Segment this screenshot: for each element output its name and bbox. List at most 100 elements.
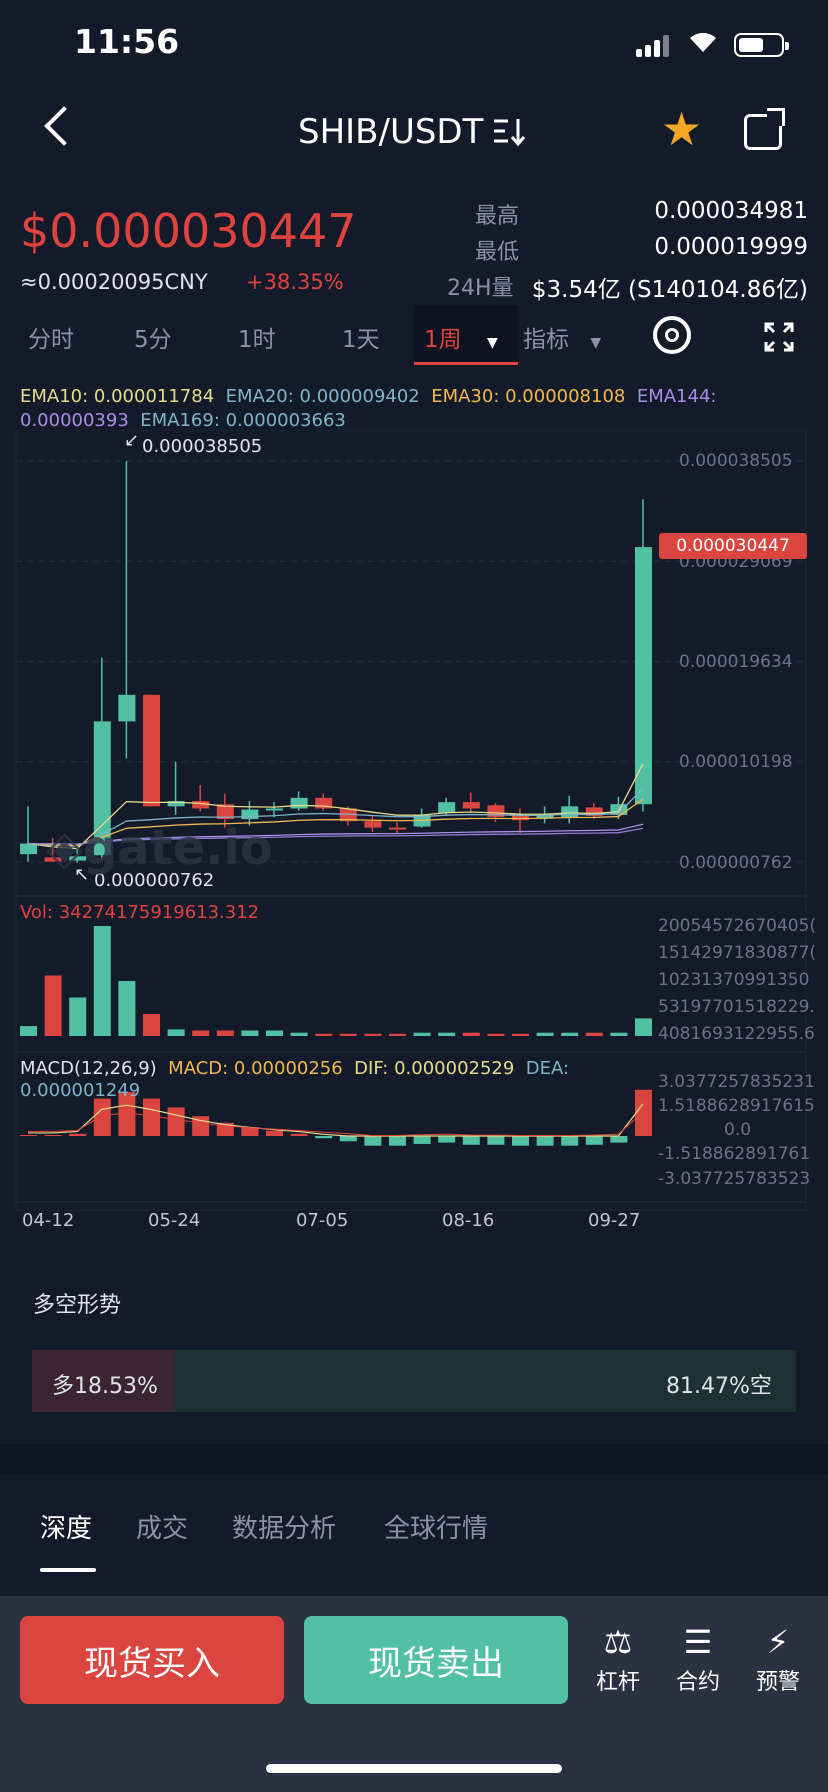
price-cny: ≈0.00020095CNY bbox=[20, 270, 208, 294]
sentiment-long-fill bbox=[32, 1350, 174, 1412]
volume-bar bbox=[93, 926, 111, 1036]
volume-bar bbox=[266, 1030, 283, 1036]
ema30-line bbox=[27, 798, 644, 847]
vol-tick: 53197701518229. bbox=[658, 997, 815, 1017]
candle-body bbox=[69, 856, 87, 861]
macd-bar bbox=[339, 1136, 357, 1142]
macd-bar bbox=[487, 1136, 505, 1145]
document-icon: ☰ bbox=[683, 1623, 713, 1661]
candle-body bbox=[20, 843, 37, 855]
pair-title[interactable]: SHIB/USDT bbox=[298, 112, 484, 152]
tab-data-analysis[interactable]: 数据分析 bbox=[232, 1514, 337, 1544]
tf-1d[interactable]: 1天 bbox=[342, 327, 380, 353]
macd-tick: 0.0 bbox=[724, 1120, 752, 1140]
signal-icon bbox=[636, 35, 672, 57]
macd-dea-value: 0.000001249 bbox=[20, 1080, 141, 1101]
macd-bar bbox=[266, 1130, 283, 1136]
macd-legend: MACD(12,26,9) MACD: 0.00000256 DIF: 0.00… bbox=[20, 1058, 570, 1079]
macd-bar bbox=[69, 1133, 87, 1136]
volume-bar bbox=[143, 1014, 160, 1036]
x-tick: 05-24 bbox=[148, 1210, 201, 1231]
tf-fenshi[interactable]: 分时 bbox=[28, 327, 74, 353]
candle-body bbox=[536, 814, 554, 819]
fullscreen-icon[interactable] bbox=[764, 322, 794, 352]
candle-body bbox=[118, 694, 136, 722]
indicator-dropdown[interactable]: 指标 ▼ bbox=[523, 327, 602, 353]
alert-button[interactable]: ⚡ 预警 bbox=[748, 1626, 808, 1696]
high-value: 0.000034981 bbox=[654, 198, 808, 224]
candlestick-chart[interactable] bbox=[0, 430, 828, 1220]
sort-arrows-icon[interactable] bbox=[492, 117, 526, 155]
volume-bar bbox=[339, 1033, 357, 1036]
gate-watermark: ◈gate.io bbox=[46, 820, 273, 876]
leverage-button[interactable]: ⚖ 杠杆 bbox=[588, 1626, 648, 1696]
battery-icon bbox=[734, 33, 789, 57]
macd-bar bbox=[512, 1136, 529, 1146]
low-value: 0.000019999 bbox=[654, 234, 808, 260]
candle-body bbox=[487, 805, 505, 817]
sentiment-title: 多空形势 bbox=[33, 1293, 122, 1318]
spot-buy-button[interactable]: 现货买入 bbox=[20, 1616, 284, 1704]
vol-tick: 4081693122955.6 bbox=[658, 1024, 815, 1044]
back-icon[interactable] bbox=[44, 106, 84, 146]
candle-body bbox=[512, 814, 529, 821]
tab-trades[interactable]: 成交 bbox=[136, 1514, 189, 1544]
macd-bar bbox=[585, 1136, 603, 1145]
bell-alert-icon: ⚡ bbox=[766, 1623, 790, 1661]
tf-1w-tab[interactable] bbox=[414, 305, 518, 365]
tab-indicator bbox=[40, 1568, 96, 1572]
volume-bar bbox=[44, 975, 62, 1036]
candle-body bbox=[44, 857, 62, 862]
arrow-down-left-icon: ↙ bbox=[124, 430, 140, 451]
y-tick: 0.000038505 bbox=[679, 451, 793, 471]
macd-bar bbox=[44, 1135, 62, 1136]
tab-depth[interactable]: 深度 bbox=[40, 1514, 93, 1544]
candle-body bbox=[93, 721, 111, 856]
tf-5m[interactable]: 5分 bbox=[134, 327, 172, 353]
section-divider bbox=[0, 1444, 828, 1474]
candle-body bbox=[561, 806, 579, 819]
volume-bar bbox=[118, 981, 136, 1036]
candle-body bbox=[364, 821, 382, 828]
spot-sell-button[interactable]: 现货卖出 bbox=[304, 1616, 568, 1704]
chart-frame bbox=[15, 430, 807, 1211]
contract-button[interactable]: ☰ 合约 bbox=[668, 1626, 728, 1696]
x-tick: 07-05 bbox=[296, 1210, 349, 1231]
macd-bar bbox=[364, 1136, 382, 1146]
volume-bar bbox=[192, 1030, 210, 1036]
volume-legend: Vol: 34274175919613.312 bbox=[20, 902, 260, 923]
settings-gear-icon[interactable] bbox=[653, 316, 691, 354]
volume-bar bbox=[290, 1032, 308, 1036]
volume-bar bbox=[216, 1030, 234, 1036]
candle-body bbox=[241, 809, 259, 820]
price-change: +38.35% bbox=[246, 270, 344, 294]
low-label: 最低 bbox=[475, 240, 520, 265]
ema20-line bbox=[27, 787, 644, 847]
macd-tick: 1.5188628917615 bbox=[658, 1096, 815, 1116]
ema-legend-2: 0.00000393 EMA169: 0.000003663 bbox=[20, 410, 346, 431]
star-icon[interactable]: ★ bbox=[661, 102, 703, 156]
candle-body bbox=[585, 807, 603, 816]
macd-bar bbox=[241, 1127, 259, 1136]
ema144-line bbox=[27, 823, 644, 845]
macd-bar bbox=[389, 1136, 406, 1146]
share-icon[interactable] bbox=[744, 108, 785, 150]
tab-global-market[interactable]: 全球行情 bbox=[384, 1514, 489, 1544]
caret-down-icon: ▼ bbox=[590, 335, 602, 351]
volume-bar bbox=[635, 1018, 652, 1036]
volume-bar bbox=[20, 1026, 37, 1036]
volume-bar bbox=[610, 1032, 628, 1036]
sentiment-long: 多18.53% bbox=[52, 1374, 158, 1399]
arrow-up-left-icon: ↖ bbox=[74, 864, 90, 885]
volume-bar bbox=[438, 1032, 456, 1036]
y-tick: 0.000000762 bbox=[679, 853, 793, 873]
volume-value: $3.54亿 (S140104.86亿) bbox=[531, 277, 808, 303]
x-tick: 08-16 bbox=[442, 1210, 495, 1231]
caret-down-icon: ▼ bbox=[486, 335, 498, 351]
vol-tick: 20054572670405( bbox=[658, 916, 817, 936]
min-price-label: 0.000000762 bbox=[94, 870, 215, 891]
tf-1w[interactable]: 1周 ▼ bbox=[424, 327, 498, 353]
home-indicator bbox=[266, 1764, 562, 1773]
volume-bar bbox=[389, 1033, 406, 1036]
tf-1h[interactable]: 1时 bbox=[238, 327, 276, 353]
